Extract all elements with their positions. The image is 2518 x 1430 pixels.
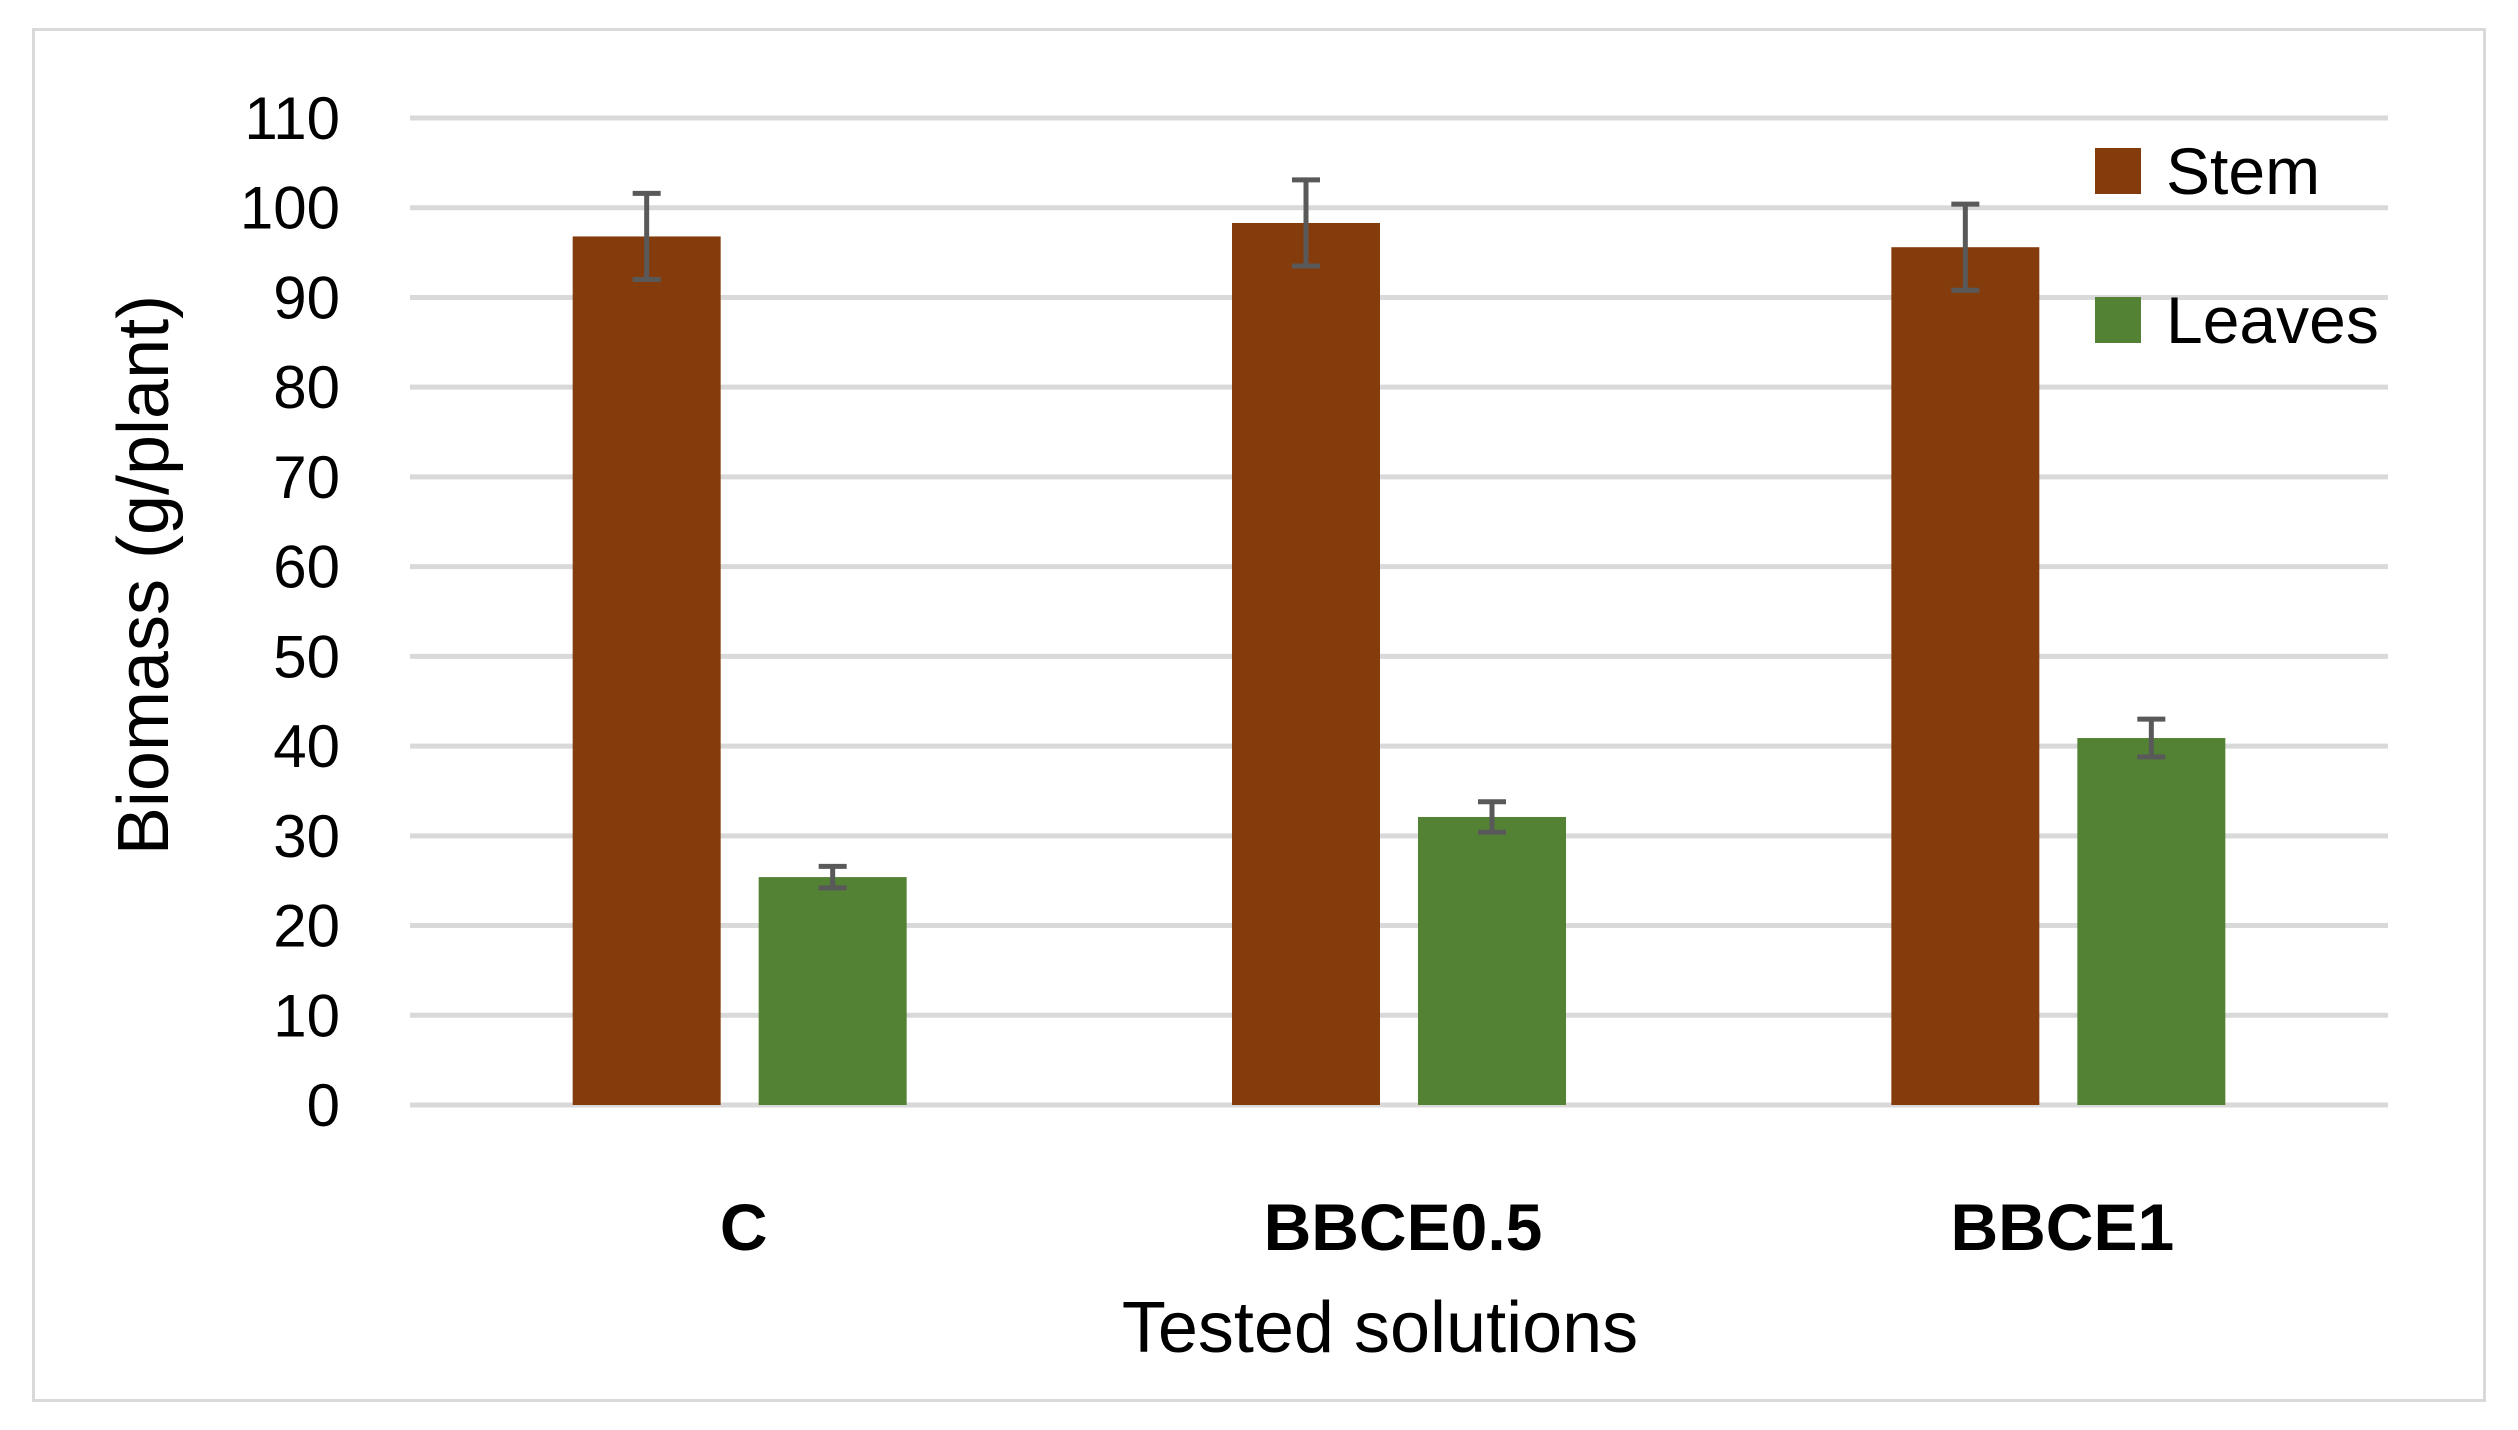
x-axis-title: Tested solutions xyxy=(1122,1288,1638,1368)
y-tick-label: 110 xyxy=(244,85,340,152)
bar-leaves-bbce1 xyxy=(2077,738,2226,1105)
bar-stem-c xyxy=(572,236,721,1105)
bar-stem-bbce1 xyxy=(1891,247,2040,1105)
y-tick-label: 60 xyxy=(273,534,340,601)
y-tick-label: 30 xyxy=(273,803,340,870)
legend-swatch-stem xyxy=(2095,148,2141,194)
x-axis-categories: C BBCE0.5 BBCE1 xyxy=(720,1190,2174,1264)
x-category-label: C xyxy=(720,1190,768,1264)
y-tick-label: 90 xyxy=(273,264,340,331)
legend-swatch-leaves xyxy=(2095,297,2141,343)
error-bar xyxy=(1292,177,1320,269)
y-tick-label: 50 xyxy=(273,623,340,690)
bar-leaves-c xyxy=(758,877,907,1105)
y-tick-label: 0 xyxy=(307,1072,340,1139)
y-tick-label: 100 xyxy=(240,175,340,242)
y-axis-ticks: 0 10 20 30 40 50 60 70 80 90 100 110 xyxy=(240,85,340,1139)
error-bar xyxy=(1951,201,1980,293)
x-category-label: BBCE0.5 xyxy=(1264,1190,1543,1264)
y-tick-label: 40 xyxy=(273,713,340,780)
error-bar xyxy=(1478,799,1506,835)
y-axis-title: Biomass (g/plant) xyxy=(104,295,184,855)
x-category-label: BBCE1 xyxy=(1950,1190,2174,1264)
legend: Stem Leaves xyxy=(2095,134,2379,357)
y-tick-label: 20 xyxy=(273,893,340,960)
legend-label-leaves: Leaves xyxy=(2166,283,2379,357)
bar-stem-bbce05 xyxy=(1232,222,1380,1106)
gridlines xyxy=(410,115,2388,1108)
bars xyxy=(572,222,2226,1106)
error-bar xyxy=(818,863,847,891)
legend-label-stem: Stem xyxy=(2166,134,2320,208)
bar-leaves-bbce05 xyxy=(1418,816,1566,1105)
y-tick-label: 70 xyxy=(273,444,340,511)
error-bar xyxy=(2137,716,2166,760)
y-tick-label: 80 xyxy=(273,354,340,421)
error-bars xyxy=(632,177,2166,891)
y-tick-label: 10 xyxy=(273,982,340,1049)
error-bar xyxy=(632,190,661,283)
